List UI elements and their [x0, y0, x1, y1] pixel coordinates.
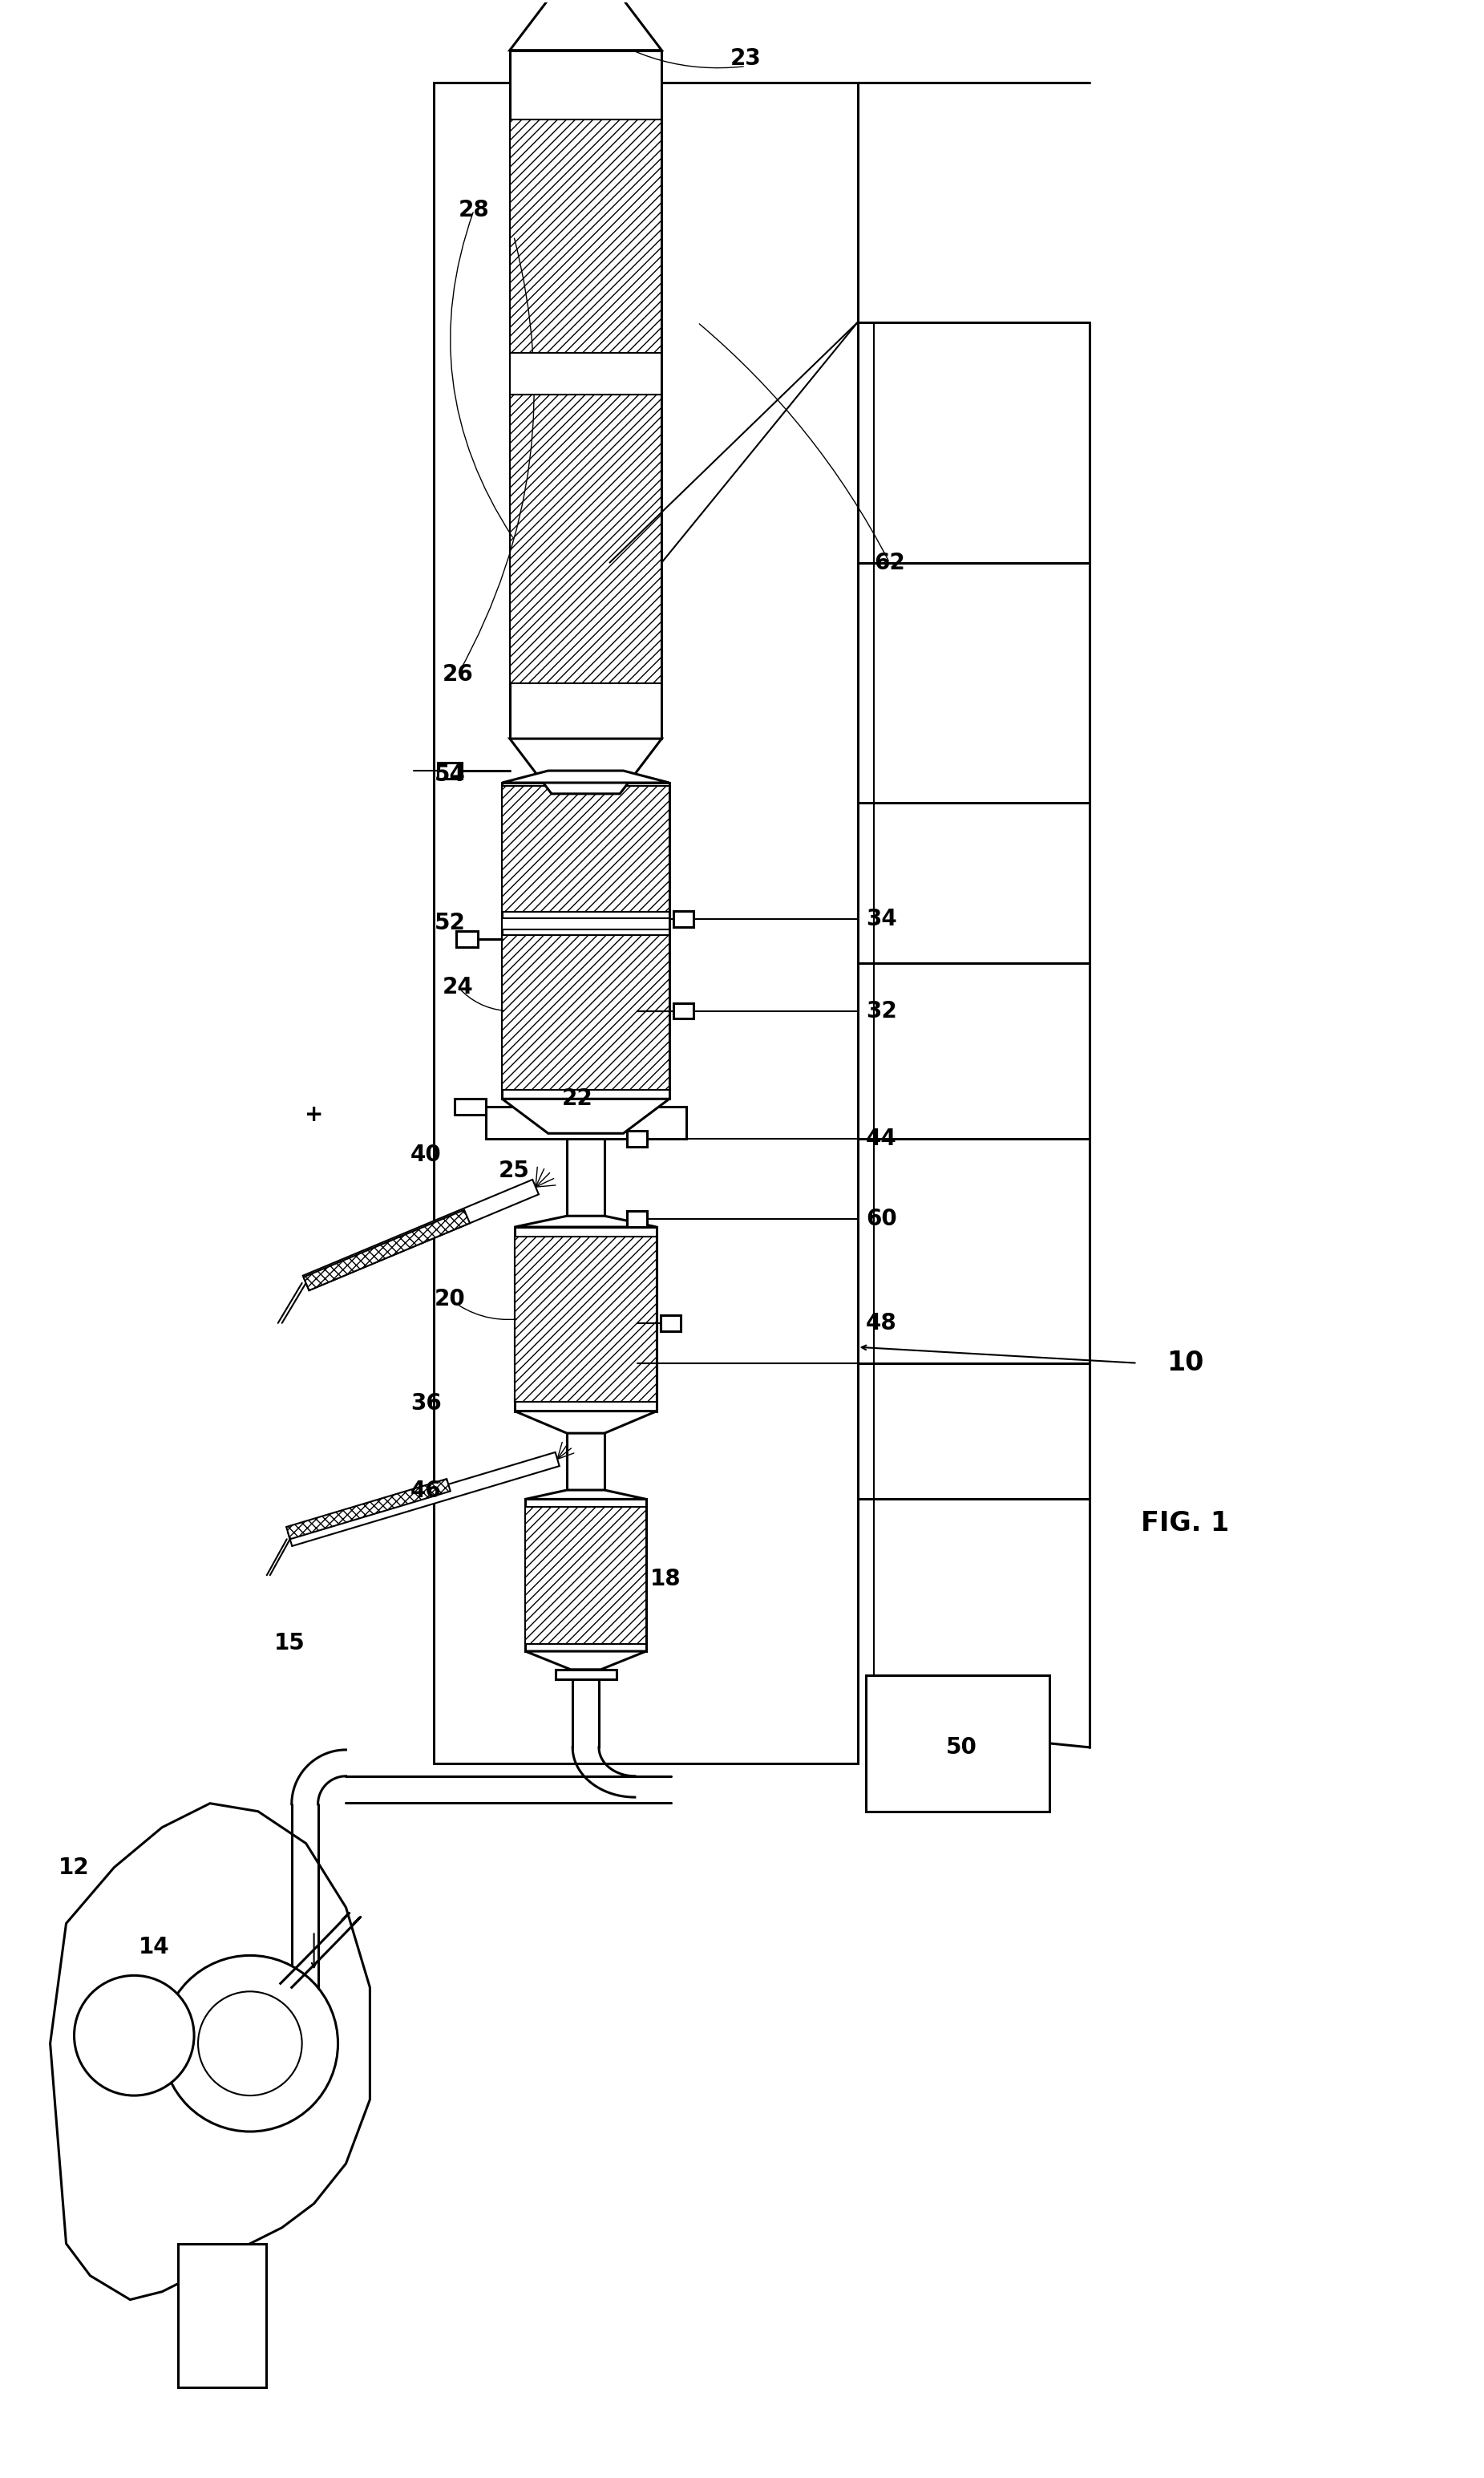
Bar [286, 1479, 450, 1539]
Text: 32: 32 [867, 999, 896, 1021]
Bar [304, 1209, 470, 1291]
Bar [502, 934, 669, 1090]
Text: 60: 60 [867, 1207, 896, 1229]
Text: 12: 12 [58, 1856, 89, 1878]
Ellipse shape [162, 1955, 338, 2131]
Bar [502, 786, 669, 912]
Text: 24: 24 [442, 976, 473, 999]
Bar [510, 394, 662, 684]
Bar [438, 763, 462, 778]
Text: 18: 18 [650, 1569, 681, 1591]
Text: 40: 40 [411, 1145, 441, 1167]
Bar [454, 1098, 487, 1115]
Text: 10: 10 [1166, 1351, 1204, 1375]
Polygon shape [510, 0, 662, 50]
Bar [660, 1316, 681, 1331]
Polygon shape [50, 1804, 370, 2300]
Text: 25: 25 [499, 1160, 530, 1182]
Bar [515, 1227, 657, 1410]
Bar [674, 1004, 693, 1018]
Bar [510, 354, 662, 394]
Bar [628, 1212, 647, 1227]
Text: 28: 28 [459, 198, 490, 221]
Bar [865, 1675, 1049, 1811]
Polygon shape [288, 1452, 559, 1546]
Text: 34: 34 [867, 907, 896, 929]
Bar [525, 1499, 646, 1650]
Text: 20: 20 [435, 1289, 466, 1311]
Text: 50: 50 [945, 1737, 976, 1759]
Text: FIG. 1: FIG. 1 [1141, 1509, 1229, 1536]
Polygon shape [502, 1098, 669, 1132]
Text: 44: 44 [867, 1127, 896, 1150]
Text: 15: 15 [275, 1633, 306, 1655]
Polygon shape [525, 1489, 646, 1499]
Text: 52: 52 [435, 912, 466, 934]
Text: 62: 62 [874, 550, 905, 575]
Text: 22: 22 [562, 1088, 594, 1110]
Polygon shape [502, 771, 669, 783]
Text: 54: 54 [435, 763, 466, 786]
Text: 46: 46 [411, 1479, 441, 1502]
Bar [674, 912, 693, 927]
Polygon shape [510, 738, 662, 793]
Bar [433, 82, 858, 1764]
Text: 48: 48 [867, 1311, 896, 1333]
Bar [525, 1507, 646, 1643]
Text: 14: 14 [138, 1935, 169, 1958]
Bar [555, 1670, 616, 1680]
Bar [502, 919, 669, 929]
Text: 23: 23 [730, 47, 761, 69]
Bar [178, 2243, 266, 2389]
Polygon shape [303, 1180, 539, 1291]
Bar [510, 50, 662, 738]
Polygon shape [525, 1650, 646, 1670]
Bar [628, 1130, 647, 1147]
Bar [510, 119, 662, 354]
Text: 26: 26 [442, 664, 473, 686]
Ellipse shape [197, 1992, 301, 2096]
Text: 36: 36 [411, 1393, 441, 1415]
Polygon shape [515, 1217, 657, 1227]
Bar [485, 1108, 686, 1140]
Bar [515, 1237, 657, 1403]
Bar [456, 932, 478, 947]
Bar [502, 783, 669, 1098]
Text: +: + [304, 1103, 324, 1125]
Polygon shape [515, 1410, 657, 1432]
Ellipse shape [74, 1975, 194, 2096]
